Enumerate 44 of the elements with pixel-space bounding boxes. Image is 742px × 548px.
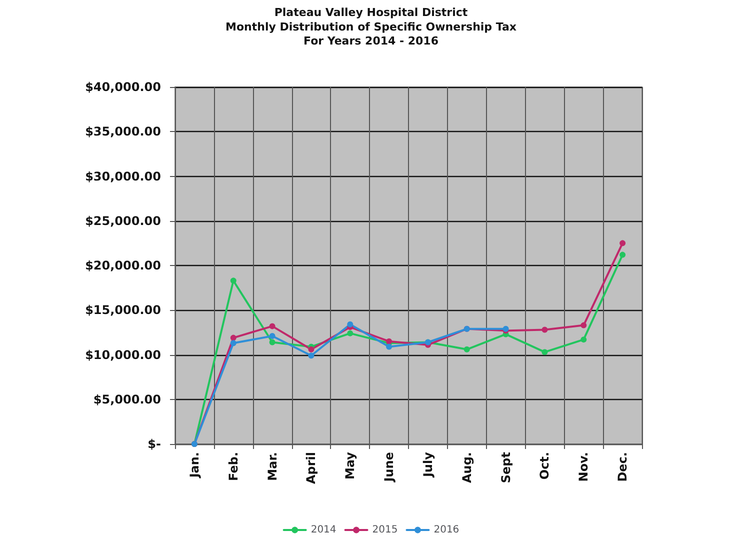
legend-label: 2014 — [310, 524, 336, 536]
point — [620, 240, 626, 246]
y-tick-label: $25,000.00 — [85, 214, 161, 228]
point — [269, 323, 276, 330]
point — [230, 334, 236, 341]
x-tick-label: July — [420, 452, 435, 478]
point — [620, 252, 626, 258]
x-tick-label: Dec. — [616, 452, 630, 482]
legend-label: 2015 — [372, 524, 398, 536]
y-tick-label: $35,000.00 — [85, 124, 161, 139]
point — [580, 336, 587, 343]
x-tick-label: Mar. — [265, 452, 280, 481]
y-tick-label: $10,000.00 — [85, 348, 161, 362]
point — [269, 339, 276, 346]
point — [347, 330, 354, 336]
legend-label: 2016 — [434, 524, 460, 536]
point — [230, 340, 236, 346]
y-tick-label: $15,000.00 — [85, 303, 161, 318]
point — [347, 321, 354, 328]
point — [230, 278, 236, 284]
point — [580, 322, 587, 328]
x-tick-label: Jan. — [187, 452, 202, 479]
x-tick-label: Oct. — [538, 452, 552, 480]
y-tick-label: $- — [148, 437, 162, 451]
chart-title: Plateau Valley Hospital District — [274, 6, 468, 19]
point — [464, 346, 470, 352]
point — [269, 333, 276, 340]
x-tick-label: May — [343, 452, 358, 480]
chart-subtitle: Monthly Distribution of Specific Ownership Tax For Years 2014 - 2016 — [226, 20, 516, 48]
point — [386, 344, 392, 350]
point — [308, 346, 314, 352]
x-tick-label: Aug. — [460, 452, 474, 483]
point — [542, 349, 548, 356]
y-tick-label: $20,000.00 — [85, 258, 161, 272]
x-tick-label: Nov. — [576, 452, 591, 482]
x-tick-label: Feb. — [226, 452, 240, 481]
x-tick-label: Sept — [498, 452, 513, 484]
x-tick-label: April — [304, 452, 318, 484]
y-tick-label: $5,000.00 — [93, 392, 161, 406]
y-tick-label: $40,000.00 — [85, 80, 161, 94]
x-tick-label: June — [382, 452, 396, 483]
point — [308, 352, 314, 359]
point — [542, 326, 548, 333]
y-tick-label: $30,000.00 — [85, 169, 161, 184]
